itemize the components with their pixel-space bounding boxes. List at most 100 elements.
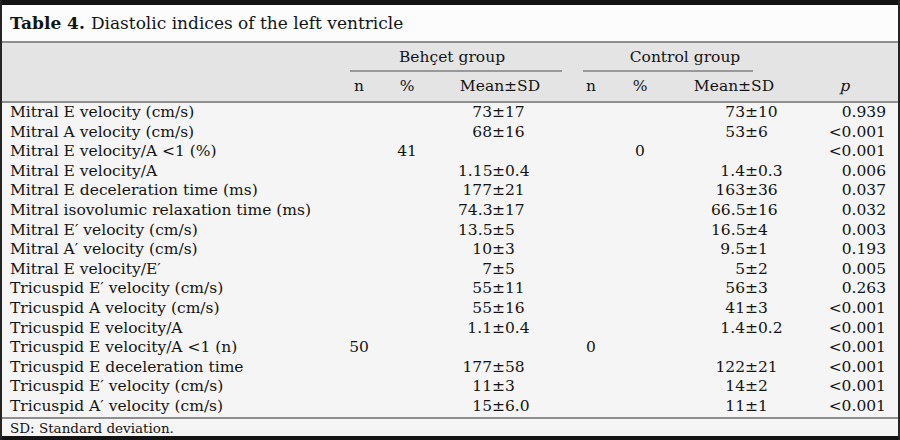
row-label: Mitral isovolumic relaxation time (ms)	[10, 201, 340, 221]
behcet-underline	[350, 70, 562, 72]
p-value-cell: 0.193	[799, 240, 890, 260]
p-value-cell: <0.001	[799, 397, 890, 417]
control-mean-cell: 163±36	[669, 181, 799, 201]
control-mean-cell: 9.5±1	[669, 240, 799, 260]
column-gap	[564, 103, 571, 123]
behcet-n-header: n	[340, 72, 378, 101]
row-label: Tricuspid E velocity/A <1 (n)	[10, 338, 340, 358]
behcet-pct-cell: 41	[378, 142, 436, 162]
control-pct-header: %	[611, 72, 669, 101]
control-pct-cell	[611, 299, 669, 319]
behcet-mean-cell: 13.5±5	[436, 221, 564, 241]
control-mean-cell: 53±6	[669, 123, 799, 143]
behcet-n-cell: 50	[340, 338, 378, 358]
behcet-n-cell	[340, 358, 378, 378]
table-row: Mitral E velocity (cm/s) 73±17 73±10 0.9…	[10, 103, 890, 123]
control-pct-cell	[611, 103, 669, 123]
column-gap	[564, 142, 571, 162]
behcet-mean-cell: 68±16	[436, 123, 564, 143]
control-n-cell	[571, 397, 611, 417]
column-gap	[564, 397, 571, 417]
row-label: Mitral E velocity/E′	[10, 260, 340, 280]
behcet-mean-cell: 177±58	[436, 358, 564, 378]
behcet-n-cell	[340, 103, 378, 123]
control-mean-cell: 14±2	[669, 377, 799, 397]
row-label: Mitral A velocity (cm/s)	[10, 123, 340, 143]
table-row: Mitral E′ velocity (cm/s) 13.5±5 16.5±4 …	[10, 221, 890, 241]
control-mean-cell	[669, 142, 799, 162]
control-mean-cell: 11±1	[669, 397, 799, 417]
control-n-cell	[571, 103, 611, 123]
control-pct-cell	[611, 123, 669, 143]
control-mean-cell: 16.5±4	[669, 221, 799, 241]
behcet-pct-cell	[378, 221, 436, 241]
behcet-pct-cell	[378, 397, 436, 417]
behcet-n-cell	[340, 377, 378, 397]
group-label-behcet: Behçet group	[399, 48, 505, 66]
group-header-control: Control group	[571, 43, 799, 72]
behcet-n-cell	[340, 260, 378, 280]
behcet-n-cell	[340, 162, 378, 182]
column-gap	[564, 123, 571, 143]
behcet-pct-cell	[378, 319, 436, 339]
behcet-mean-cell: 55±11	[436, 279, 564, 299]
control-pct-cell	[611, 240, 669, 260]
behcet-mean-cell: 15±6.0	[436, 397, 564, 417]
p-value-cell: <0.001	[799, 319, 890, 339]
column-gap	[564, 240, 571, 260]
column-gap	[564, 279, 571, 299]
table-row: Mitral A′ velocity (cm/s) 10±3 9.5±1 0.1…	[10, 240, 890, 260]
p-value-cell: <0.001	[799, 142, 890, 162]
control-mean-cell: 41±3	[669, 299, 799, 319]
subheader-row: n % Mean±SD n % Mean±SD p	[10, 72, 890, 101]
control-pct-cell	[611, 319, 669, 339]
behcet-n-cell	[340, 201, 378, 221]
table-row: Tricuspid E velocity/A 1.1±0.4 1.4±0.2 <…	[10, 319, 890, 339]
p-value-cell: 0.005	[799, 260, 890, 280]
behcet-n-cell	[340, 279, 378, 299]
control-n-cell	[571, 377, 611, 397]
behcet-mean-cell: 177±21	[436, 181, 564, 201]
control-mean-cell: 56±3	[669, 279, 799, 299]
row-label: Mitral E′ velocity (cm/s)	[10, 221, 340, 241]
column-gap	[564, 338, 571, 358]
p-value-cell: <0.001	[799, 377, 890, 397]
column-gap	[564, 377, 571, 397]
column-gap	[564, 162, 571, 182]
control-n-cell	[571, 181, 611, 201]
p-value-cell: <0.001	[799, 338, 890, 358]
table-row: Mitral E deceleration time (ms) 177±21 1…	[10, 181, 890, 201]
column-gap	[564, 299, 571, 319]
control-pct-cell	[611, 201, 669, 221]
control-pct-cell	[611, 260, 669, 280]
behcet-pct-cell	[378, 260, 436, 280]
column-gap	[564, 221, 571, 241]
table-row: Mitral E velocity/A <1 (%) 41 0 <0.001	[10, 142, 890, 162]
row-label: Tricuspid A′ velocity (cm/s)	[10, 397, 340, 417]
behcet-n-cell	[340, 240, 378, 260]
control-pct-cell	[611, 397, 669, 417]
row-label: Tricuspid E′ velocity (cm/s)	[10, 279, 340, 299]
behcet-pct-cell	[378, 240, 436, 260]
table-footnote: SD: Standard deviation.	[2, 419, 898, 436]
control-pct-cell	[611, 279, 669, 299]
control-n-cell	[571, 299, 611, 319]
control-pct-cell	[611, 221, 669, 241]
table-row: Mitral E velocity/E′ 7±5 5±2 0.005	[10, 260, 890, 280]
p-value-cell: 0.006	[799, 162, 890, 182]
column-gap	[564, 358, 571, 378]
control-n-cell	[571, 201, 611, 221]
control-mean-cell: 122±21	[669, 358, 799, 378]
behcet-n-cell	[340, 181, 378, 201]
behcet-pct-cell	[378, 358, 436, 378]
behcet-pct-cell	[378, 377, 436, 397]
behcet-mean-cell: 1.15±0.4	[436, 162, 564, 182]
p-value-cell: 0.032	[799, 201, 890, 221]
p-value-cell: <0.001	[799, 358, 890, 378]
control-mean-cell: 66.5±16	[669, 201, 799, 221]
behcet-mean-cell: 10±3	[436, 240, 564, 260]
control-mean-cell: 73±10	[669, 103, 799, 123]
row-label: Tricuspid A velocity (cm/s)	[10, 299, 340, 319]
control-mean-header: Mean±SD	[669, 72, 799, 101]
table-row: Tricuspid A velocity (cm/s) 55±16 41±3 <…	[10, 299, 890, 319]
